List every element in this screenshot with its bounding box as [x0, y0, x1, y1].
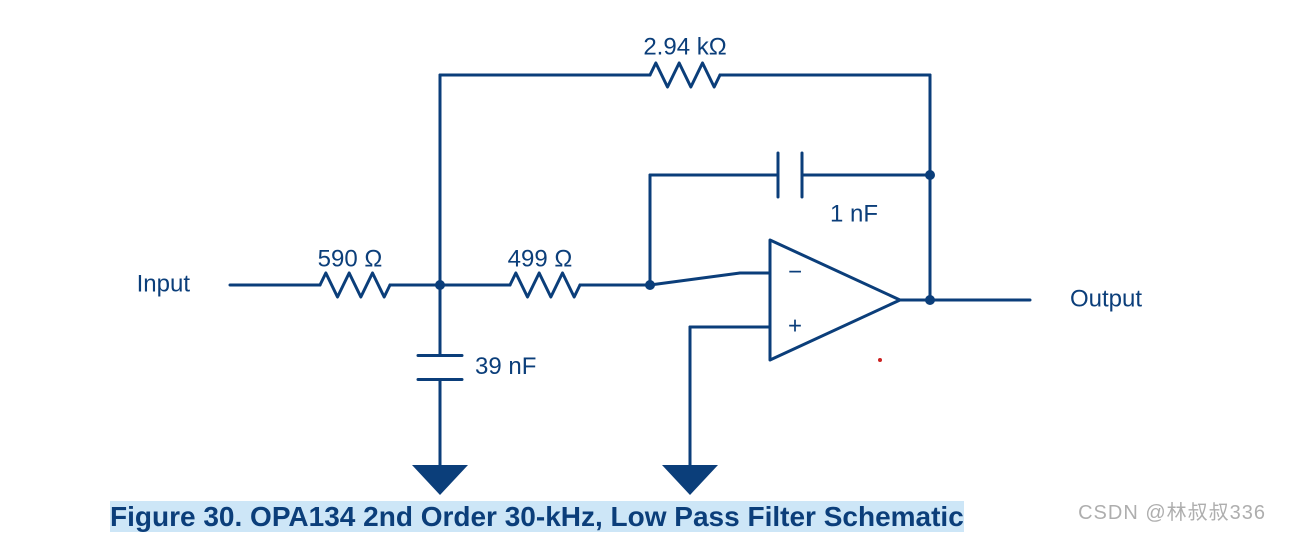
svg-text:+: +: [788, 312, 802, 339]
schematic-diagram: Input 590 Ω 499 Ω − + Output 2.94 kΩ 1 nF 39 nF: [0, 0, 1296, 500]
svg-text:2.94 kΩ: 2.94 kΩ: [643, 33, 726, 60]
watermark-text: CSDN @林叔叔336: [1078, 496, 1266, 525]
svg-text:1 nF: 1 nF: [830, 200, 878, 227]
caption-prefix: Figure 30.: [110, 501, 242, 532]
svg-text:Input: Input: [137, 270, 191, 297]
caption-text: OPA134 2nd Order 30-kHz, Low Pass Filter…: [242, 501, 964, 532]
svg-text:499 Ω: 499 Ω: [508, 245, 573, 272]
svg-text:590 Ω: 590 Ω: [318, 245, 383, 272]
svg-text:Output: Output: [1070, 285, 1142, 312]
svg-text:39 nF: 39 nF: [475, 353, 536, 380]
figure-caption: Figure 30. OPA134 2nd Order 30-kHz, Low …: [110, 501, 964, 533]
svg-text:−: −: [788, 258, 802, 285]
